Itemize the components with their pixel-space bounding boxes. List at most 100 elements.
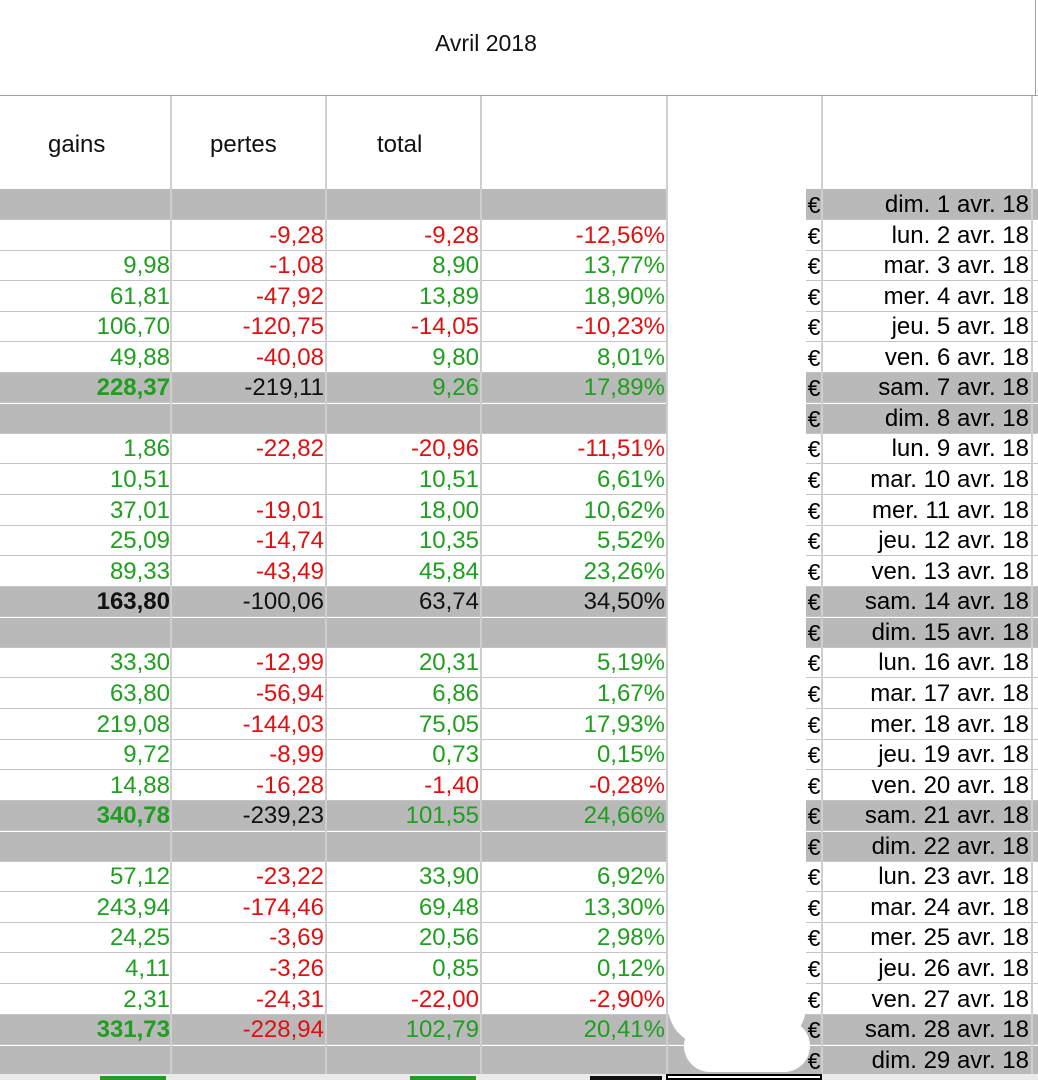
cell-pertes[interactable]: -3,69 [269, 924, 324, 952]
cell-currency[interactable]: € [807, 497, 821, 524]
cell-total[interactable]: 20,56 [418, 924, 479, 952]
cell-gains[interactable]: 331,73 [96, 1016, 170, 1044]
table-row[interactable]: 1,86 -22,82 -20,96 -11,51% € lun. 9 avr. 18 [0, 434, 1038, 465]
cell-gains[interactable]: 9,98 [123, 252, 170, 280]
table-row[interactable]: -9,28 -9,28 -12,56% € lun. 2 avr. 18 [0, 221, 1038, 251]
cell-gains[interactable]: 61,81 [109, 282, 170, 310]
cell-pertes[interactable]: -1,08 [269, 252, 324, 280]
cell-gains[interactable]: 4,11 [125, 955, 170, 982]
cell-percent[interactable]: -12,56% [575, 221, 665, 249]
cell-pertes[interactable]: -9,28 [269, 221, 324, 249]
cell-total[interactable]: 18,00 [418, 496, 479, 524]
cell-percent[interactable]: 5,52% [596, 527, 665, 555]
cell-pertes[interactable]: -3,26 [269, 955, 324, 982]
cell-percent[interactable]: 17,93% [583, 710, 665, 738]
cell-gains[interactable]: 1,86 [123, 435, 170, 463]
cell-date[interactable]: jeu. 26 avr. 18 [878, 955, 1029, 982]
cell-pertes[interactable]: -144,03 [242, 710, 324, 738]
cell-pertes[interactable]: -47,92 [255, 282, 324, 310]
cell-currency[interactable]: € [807, 222, 821, 249]
cell-date[interactable]: mar. 24 avr. 18 [870, 893, 1029, 921]
cell-pertes[interactable] [172, 832, 324, 862]
cell-percent[interactable]: 0,12% [596, 955, 665, 982]
cell-total[interactable] [327, 1046, 479, 1076]
cell-currency[interactable]: € [807, 1047, 821, 1074]
cell-pertes[interactable] [172, 404, 324, 434]
cell-date[interactable]: mar. 17 avr. 18 [870, 679, 1029, 707]
cell-currency[interactable]: € [807, 344, 821, 371]
cell-gains[interactable]: 9,72 [123, 741, 170, 769]
cell-gains[interactable] [0, 221, 170, 251]
cell-total[interactable]: -20,96 [410, 435, 479, 463]
cell-total[interactable]: 9,80 [432, 343, 479, 371]
cell-total[interactable]: 13,89 [418, 282, 479, 310]
cell-total[interactable]: 0,85 [432, 955, 479, 982]
cell-percent[interactable]: 13,30% [583, 893, 665, 921]
cell-percent[interactable]: 24,66% [583, 802, 665, 830]
cell-date[interactable]: dim. 29 avr. 18 [871, 1046, 1029, 1074]
cell-pertes[interactable]: -12,99 [255, 649, 324, 677]
cell-currency[interactable]: € [807, 864, 821, 891]
table-row[interactable]: 61,81 -47,92 13,89 18,90% € mer. 4 avr. 18 [0, 282, 1038, 312]
cell-gains[interactable]: 106,70 [96, 313, 170, 341]
cell-gains[interactable]: 37,01 [109, 496, 170, 524]
cell-percent[interactable]: 6,92% [596, 863, 665, 891]
cell-date[interactable]: mer. 4 avr. 18 [883, 282, 1029, 310]
cell-currency[interactable]: € [807, 680, 821, 707]
table-row[interactable]: 340,78 -239,23 101,55 24,66% € sam. 21 avr. 1… [0, 801, 1038, 832]
cell-gains[interactable]: 228,37 [96, 374, 170, 402]
cell-currency[interactable]: € [807, 711, 821, 738]
table-row[interactable]: 33,30 -12,99 20,31 5,19% € lun. 16 avr. 18 [0, 648, 1038, 679]
cell-date[interactable]: lun. 9 avr. 18 [891, 435, 1029, 463]
cell-date[interactable]: ven. 13 avr. 18 [871, 557, 1029, 585]
table-row[interactable]: 228,37 -219,11 9,26 17,89% € sam. 7 avr. 18 [0, 373, 1038, 404]
table-row[interactable]: 163,80 -100,06 63,74 34,50% € sam. 14 avr. 18 [0, 587, 1038, 618]
cell-date[interactable]: ven. 20 avr. 18 [871, 771, 1029, 799]
cell-percent[interactable]: 13,77% [583, 252, 665, 280]
cell-date[interactable]: mar. 3 avr. 18 [883, 252, 1029, 280]
table-row[interactable]: € dim. 8 avr. 18 [0, 403, 1038, 434]
cell-percent[interactable]: 23,26% [583, 557, 665, 585]
cell-gains[interactable]: 243,94 [96, 893, 170, 921]
cell-percent[interactable]: 10,62% [583, 496, 665, 524]
cell-date[interactable]: ven. 27 avr. 18 [871, 985, 1029, 1013]
header-currency[interactable] [668, 96, 823, 190]
cell-pertes[interactable]: -174,46 [242, 893, 324, 921]
cell-currency[interactable]: € [807, 1017, 821, 1044]
cell-currency[interactable]: € [807, 589, 821, 616]
cell-currency[interactable]: € [807, 803, 821, 830]
cell-total[interactable] [327, 832, 479, 862]
cell-pertes[interactable]: -16,28 [255, 771, 324, 799]
cell-pertes[interactable]: -239,23 [242, 802, 324, 830]
cell-gains[interactable]: 57,12 [109, 863, 170, 891]
cell-date[interactable]: dim. 15 avr. 18 [871, 618, 1029, 646]
header-total[interactable]: total [327, 96, 482, 190]
cell-pertes[interactable]: -120,75 [242, 313, 324, 341]
cell-percent[interactable]: 1,67% [596, 679, 665, 707]
table-row[interactable]: 49,88 -40,08 9,80 8,01% € ven. 6 avr. 18 [0, 343, 1038, 373]
cell-percent[interactable] [482, 618, 665, 648]
cell-currency[interactable]: € [807, 925, 821, 952]
header-gains[interactable]: gains [0, 96, 172, 190]
cell-pertes[interactable] [172, 618, 324, 648]
cell-date[interactable]: jeu. 12 avr. 18 [878, 527, 1029, 555]
table-row[interactable]: € dim. 15 avr. 18 [0, 617, 1038, 648]
cell-currency[interactable]: € [807, 253, 821, 280]
header-pertes[interactable]: pertes [172, 96, 327, 190]
table-row[interactable]: 219,08 -144,03 75,05 17,93% € mer. 18 avr. 18 [0, 710, 1038, 740]
cell-pertes[interactable] [172, 1046, 324, 1076]
table-row[interactable]: € dim. 29 avr. 18 [0, 1045, 1038, 1076]
cell-gains[interactable]: 219,08 [96, 710, 170, 738]
cell-total[interactable]: 102,79 [405, 1016, 479, 1044]
cell-pertes[interactable]: -24,31 [255, 985, 324, 1013]
cell-percent[interactable]: 0,15% [596, 741, 665, 769]
cell-date[interactable]: jeu. 19 avr. 18 [878, 741, 1029, 769]
table-row[interactable]: 25,09 -14,74 10,35 5,52% € jeu. 12 avr. 18 [0, 526, 1038, 557]
cell-currency[interactable]: € [807, 436, 821, 463]
cell-currency[interactable]: € [807, 283, 821, 310]
cell-total[interactable]: 45,84 [418, 557, 479, 585]
table-row[interactable]: € dim. 22 avr. 18 [0, 831, 1038, 862]
table-row[interactable]: 106,70 -120,75 -14,05 -10,23% € jeu. 5 avr. 1… [0, 312, 1038, 343]
cell-pertes[interactable]: -100,06 [242, 588, 324, 616]
cell-gains[interactable]: 63,80 [109, 679, 170, 707]
